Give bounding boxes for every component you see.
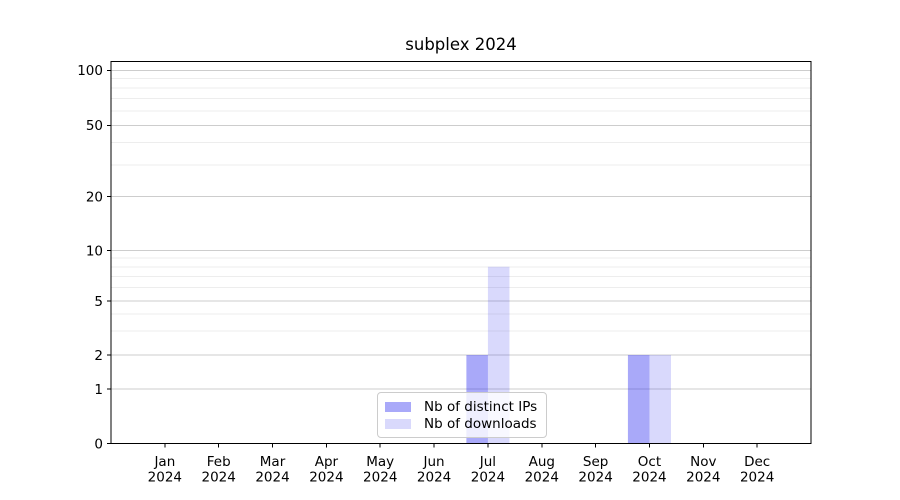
x-tick-label-year: 2024: [471, 470, 505, 486]
legend-label-downloads: Nb of downloads: [424, 415, 537, 432]
legend-item-distinct-ips: Nb of distinct IPs: [378, 398, 546, 415]
x-tick-label-month: Feb: [207, 454, 231, 470]
y-tick-label: 5: [94, 294, 103, 310]
x-tick-label-month: Jul: [479, 454, 496, 470]
x-tick-label-month: Oct: [638, 454, 661, 470]
y-tick-label: 50: [86, 118, 103, 134]
x-tick-label-year: 2024: [740, 470, 774, 486]
legend-swatch-distinct-ips: [385, 401, 411, 412]
x-tick-label-month: May: [366, 454, 394, 470]
x-tick-label-year: 2024: [578, 470, 612, 486]
x-tick-label-month: Apr: [315, 454, 339, 470]
legend-swatch-downloads: [385, 418, 411, 429]
x-tick-label-year: 2024: [525, 470, 559, 486]
y-tick-label: 2: [94, 348, 103, 364]
plot-frame: [110, 60, 812, 445]
x-tick-label-month: Jun: [423, 454, 445, 470]
x-tick-label-year: 2024: [148, 470, 182, 486]
chart-title: subplex 2024: [405, 35, 517, 54]
x-tick-label-year: 2024: [417, 470, 451, 486]
x-tick-label-month: Nov: [690, 454, 716, 470]
bar-nb-of-downloads-oct: [649, 355, 671, 444]
x-tick-label-year: 2024: [686, 470, 720, 486]
x-tick-label-year: 2024: [632, 470, 666, 486]
x-tick-label-month: Sep: [583, 454, 608, 470]
x-tick-label-month: Dec: [744, 454, 770, 470]
legend: Nb of distinct IPs Nb of downloads: [377, 392, 547, 438]
x-tick-label-year: 2024: [202, 470, 236, 486]
bar-nb-of-distinct-ips-oct: [627, 355, 650, 444]
legend-label-distinct-ips: Nb of distinct IPs: [424, 398, 538, 415]
x-tick-label-month: Aug: [529, 454, 555, 470]
x-tick-label-month: Jan: [153, 454, 175, 470]
y-tick-label: 10: [86, 243, 103, 259]
x-tick-label-year: 2024: [363, 470, 397, 486]
legend-item-downloads: Nb of downloads: [378, 415, 546, 432]
y-tick-label: 0: [94, 436, 103, 452]
x-tick-label-year: 2024: [255, 470, 289, 486]
x-tick-label-month: Mar: [260, 454, 286, 470]
x-tick-label-year: 2024: [309, 470, 343, 486]
y-tick-label: 100: [77, 63, 103, 79]
y-tick-label: 20: [86, 190, 103, 206]
y-tick-label: 1: [94, 382, 103, 398]
